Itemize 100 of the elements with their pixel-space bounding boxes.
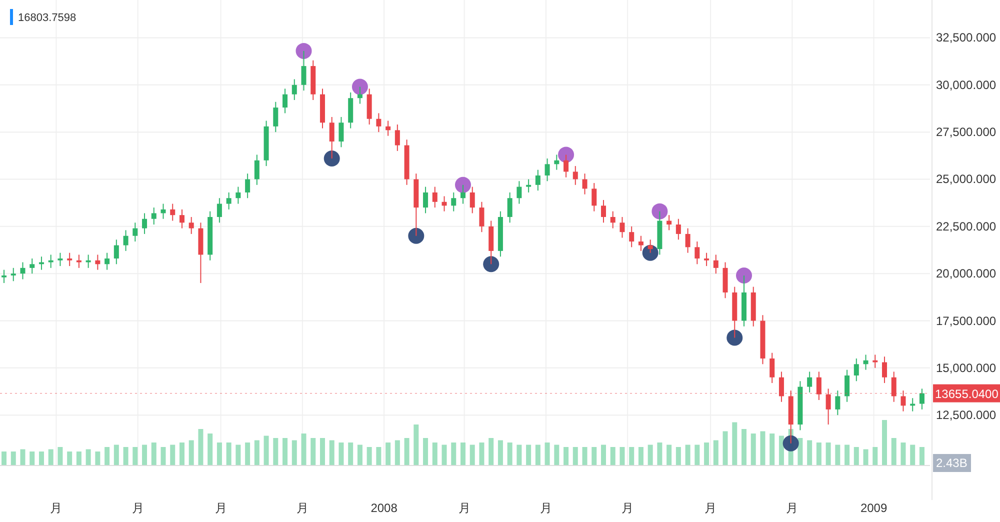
point <box>652 203 668 220</box>
y-tick-label: 32,500.000 <box>936 30 996 45</box>
candlestick <box>142 212 148 234</box>
bar <box>713 440 718 465</box>
candlestick <box>535 169 540 192</box>
bar <box>910 444 916 465</box>
y-tick-label: 17,500.000 <box>936 314 996 328</box>
bar <box>226 442 232 465</box>
bar <box>798 438 803 465</box>
bar <box>67 452 72 465</box>
bar <box>676 447 681 465</box>
candlestick <box>123 230 128 252</box>
candlestick <box>564 154 569 178</box>
candlestick <box>301 50 306 92</box>
bar <box>629 447 634 465</box>
bar <box>891 438 896 465</box>
candlestick <box>245 173 250 199</box>
bar <box>526 444 532 465</box>
bar <box>394 440 400 465</box>
candlestick <box>48 254 54 268</box>
bar <box>95 452 100 465</box>
candlestick <box>572 166 578 186</box>
bar <box>919 447 924 465</box>
bar <box>320 438 325 465</box>
bar <box>123 447 128 465</box>
candlestick <box>188 216 194 234</box>
candlestick <box>778 371 784 402</box>
candlestick <box>835 390 840 416</box>
bar <box>198 429 204 465</box>
candlestick <box>442 196 447 212</box>
candlestick <box>104 252 110 270</box>
bar <box>732 422 738 465</box>
candlestick <box>170 203 176 222</box>
candlestick <box>460 184 466 204</box>
candlestick <box>863 354 868 370</box>
bar <box>179 442 184 465</box>
candlestick <box>807 371 812 393</box>
bar <box>638 447 644 465</box>
candlestick <box>479 201 484 233</box>
bar <box>310 438 316 465</box>
candlestick <box>582 173 588 195</box>
candlestick <box>666 214 672 231</box>
bar <box>216 442 222 465</box>
bar <box>742 429 746 465</box>
candlestick <box>844 369 850 402</box>
point <box>352 78 368 95</box>
candlestick <box>816 371 822 400</box>
bar <box>104 447 110 465</box>
candlestick <box>526 178 532 193</box>
candlestick <box>95 254 100 270</box>
candlestick <box>86 254 91 268</box>
x-tick-label: 月 <box>50 501 62 515</box>
ref-line-label: 13655.0400 <box>935 386 999 401</box>
bar <box>900 442 906 465</box>
y-tick-label: 30,000.000 <box>936 78 996 92</box>
candlestick <box>610 210 616 229</box>
bar <box>86 449 91 465</box>
candlestick <box>376 112 382 133</box>
text: 16803.7598 <box>18 12 76 24</box>
candlestick <box>694 241 700 265</box>
candlestick <box>891 371 896 402</box>
candlestick <box>151 207 156 226</box>
candlestick <box>394 124 400 152</box>
bar <box>657 442 662 465</box>
candlestick <box>10 267 16 282</box>
candlestick <box>900 390 906 412</box>
candlestick <box>600 200 606 224</box>
candlestick <box>386 120 391 136</box>
candlestick <box>216 198 222 224</box>
candlestick <box>770 352 775 384</box>
candlestick <box>507 192 512 224</box>
bar <box>592 447 597 465</box>
candlestick <box>592 182 597 212</box>
candlestick <box>629 226 634 248</box>
y-tick-label: 12,500.000 <box>936 408 996 422</box>
bar <box>2 452 7 465</box>
candlestick <box>132 222 138 242</box>
candlestick <box>338 116 344 148</box>
candlestick <box>2 269 7 284</box>
bar <box>854 447 859 465</box>
bar <box>694 444 700 465</box>
candlestick <box>282 88 288 114</box>
candlestick <box>20 262 26 280</box>
bar <box>282 438 288 465</box>
bar <box>844 444 850 465</box>
point <box>736 267 752 284</box>
bar <box>507 442 512 465</box>
candlestick <box>30 258 35 274</box>
bar <box>685 444 690 465</box>
bar <box>132 447 138 465</box>
candlestick <box>114 239 119 265</box>
candlestick <box>648 239 653 254</box>
point <box>454 176 471 193</box>
candlestick <box>423 186 428 214</box>
bar <box>666 444 672 465</box>
bar <box>600 444 606 465</box>
bar <box>460 442 466 465</box>
bar <box>151 442 156 465</box>
candlestick <box>76 254 82 268</box>
y-tick-label: 20,000.000 <box>936 266 996 281</box>
